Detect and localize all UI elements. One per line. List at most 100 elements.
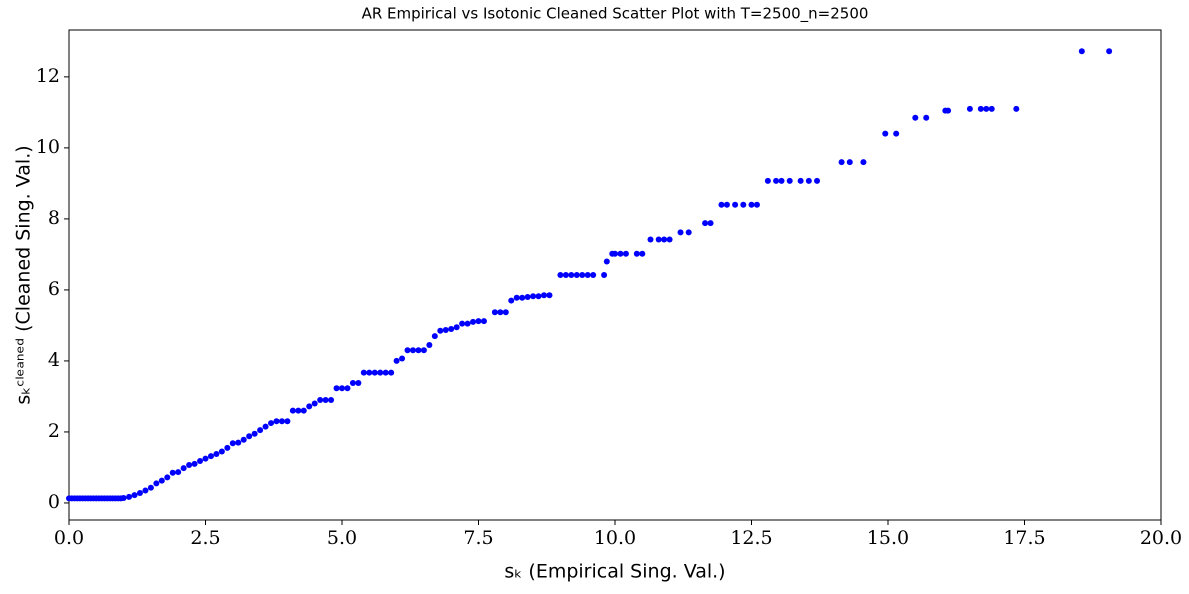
point (169, 469, 176, 476)
point (147, 484, 154, 491)
point (306, 403, 313, 410)
point (317, 396, 324, 403)
point (1078, 48, 1085, 55)
point (702, 220, 709, 227)
point (748, 201, 755, 208)
point (459, 320, 466, 327)
y-tick-label: 0 (48, 491, 60, 513)
point (1013, 105, 1020, 112)
point (246, 433, 253, 440)
y-tick-label: 4 (48, 349, 60, 371)
point (197, 458, 204, 465)
point (268, 420, 275, 427)
point (142, 487, 149, 494)
point (366, 369, 373, 376)
point (590, 272, 597, 278)
point (136, 490, 143, 497)
y-tick-label: 10 (36, 136, 60, 158)
point (530, 293, 537, 300)
x-tick-label: 10.0 (594, 527, 636, 549)
point (257, 427, 264, 434)
y-tick-label: 12 (36, 65, 60, 87)
point (448, 325, 455, 332)
point (131, 492, 138, 499)
point (475, 318, 482, 325)
point (278, 418, 285, 425)
point (546, 292, 553, 299)
point (235, 439, 242, 446)
point (420, 347, 427, 354)
point (988, 105, 995, 112)
point (175, 469, 182, 476)
point (740, 201, 747, 208)
point (191, 460, 198, 467)
point (519, 294, 526, 301)
point (328, 396, 335, 403)
point (218, 448, 225, 455)
point (333, 385, 340, 392)
point (431, 333, 438, 340)
point (186, 461, 193, 468)
point (983, 105, 990, 112)
point (262, 423, 269, 430)
point (426, 341, 433, 348)
point (707, 220, 714, 227)
point (382, 369, 389, 376)
point (453, 324, 460, 331)
point (355, 379, 362, 386)
point (224, 444, 231, 451)
point (491, 309, 498, 316)
point (513, 294, 520, 301)
y-axis-label: sₖᶜˡᵉᵃⁿᵉᵈ (Cleaned Sing. Val.) (13, 145, 35, 404)
point (415, 347, 422, 354)
point (568, 272, 575, 278)
x-tick-label: 7.5 (463, 527, 493, 549)
point (633, 250, 640, 257)
point (524, 294, 531, 301)
point (601, 272, 608, 278)
point (732, 201, 739, 208)
point (388, 369, 395, 376)
y-tick-label: 2 (48, 420, 60, 442)
point (573, 272, 580, 278)
point (339, 385, 345, 392)
x-tick-label: 17.5 (1003, 527, 1045, 549)
point (377, 369, 384, 376)
point (213, 450, 220, 457)
point (497, 309, 504, 316)
x-axis-label: sₖ (Empirical Sing. Val.) (504, 561, 725, 583)
point (409, 347, 416, 354)
point (470, 318, 477, 325)
x-tick-label: 5.0 (327, 527, 357, 549)
x-tick-label: 12.5 (730, 527, 772, 549)
point (786, 177, 793, 184)
x-tick-label: 2.5 (190, 527, 220, 549)
x-tick-label: 0.0 (54, 527, 84, 549)
point (612, 250, 618, 257)
point (639, 250, 646, 257)
plot-frame (68, 29, 1162, 521)
y-tick-label: 6 (48, 278, 60, 300)
point (360, 369, 367, 376)
point (966, 105, 973, 112)
point (404, 347, 411, 354)
point (207, 453, 214, 460)
point (311, 400, 318, 407)
point (557, 272, 564, 278)
point (202, 455, 209, 462)
point (126, 493, 133, 500)
point (773, 177, 780, 184)
point (893, 130, 900, 137)
point (502, 309, 509, 316)
point (240, 436, 247, 443)
point (661, 236, 668, 243)
point (753, 201, 760, 208)
point (562, 272, 569, 278)
point (882, 130, 889, 137)
point (273, 418, 280, 425)
point (437, 327, 444, 334)
point (229, 440, 236, 447)
chart-title: AR Empirical vs Isotonic Cleaned Scatter… (362, 5, 869, 24)
point (535, 293, 542, 300)
